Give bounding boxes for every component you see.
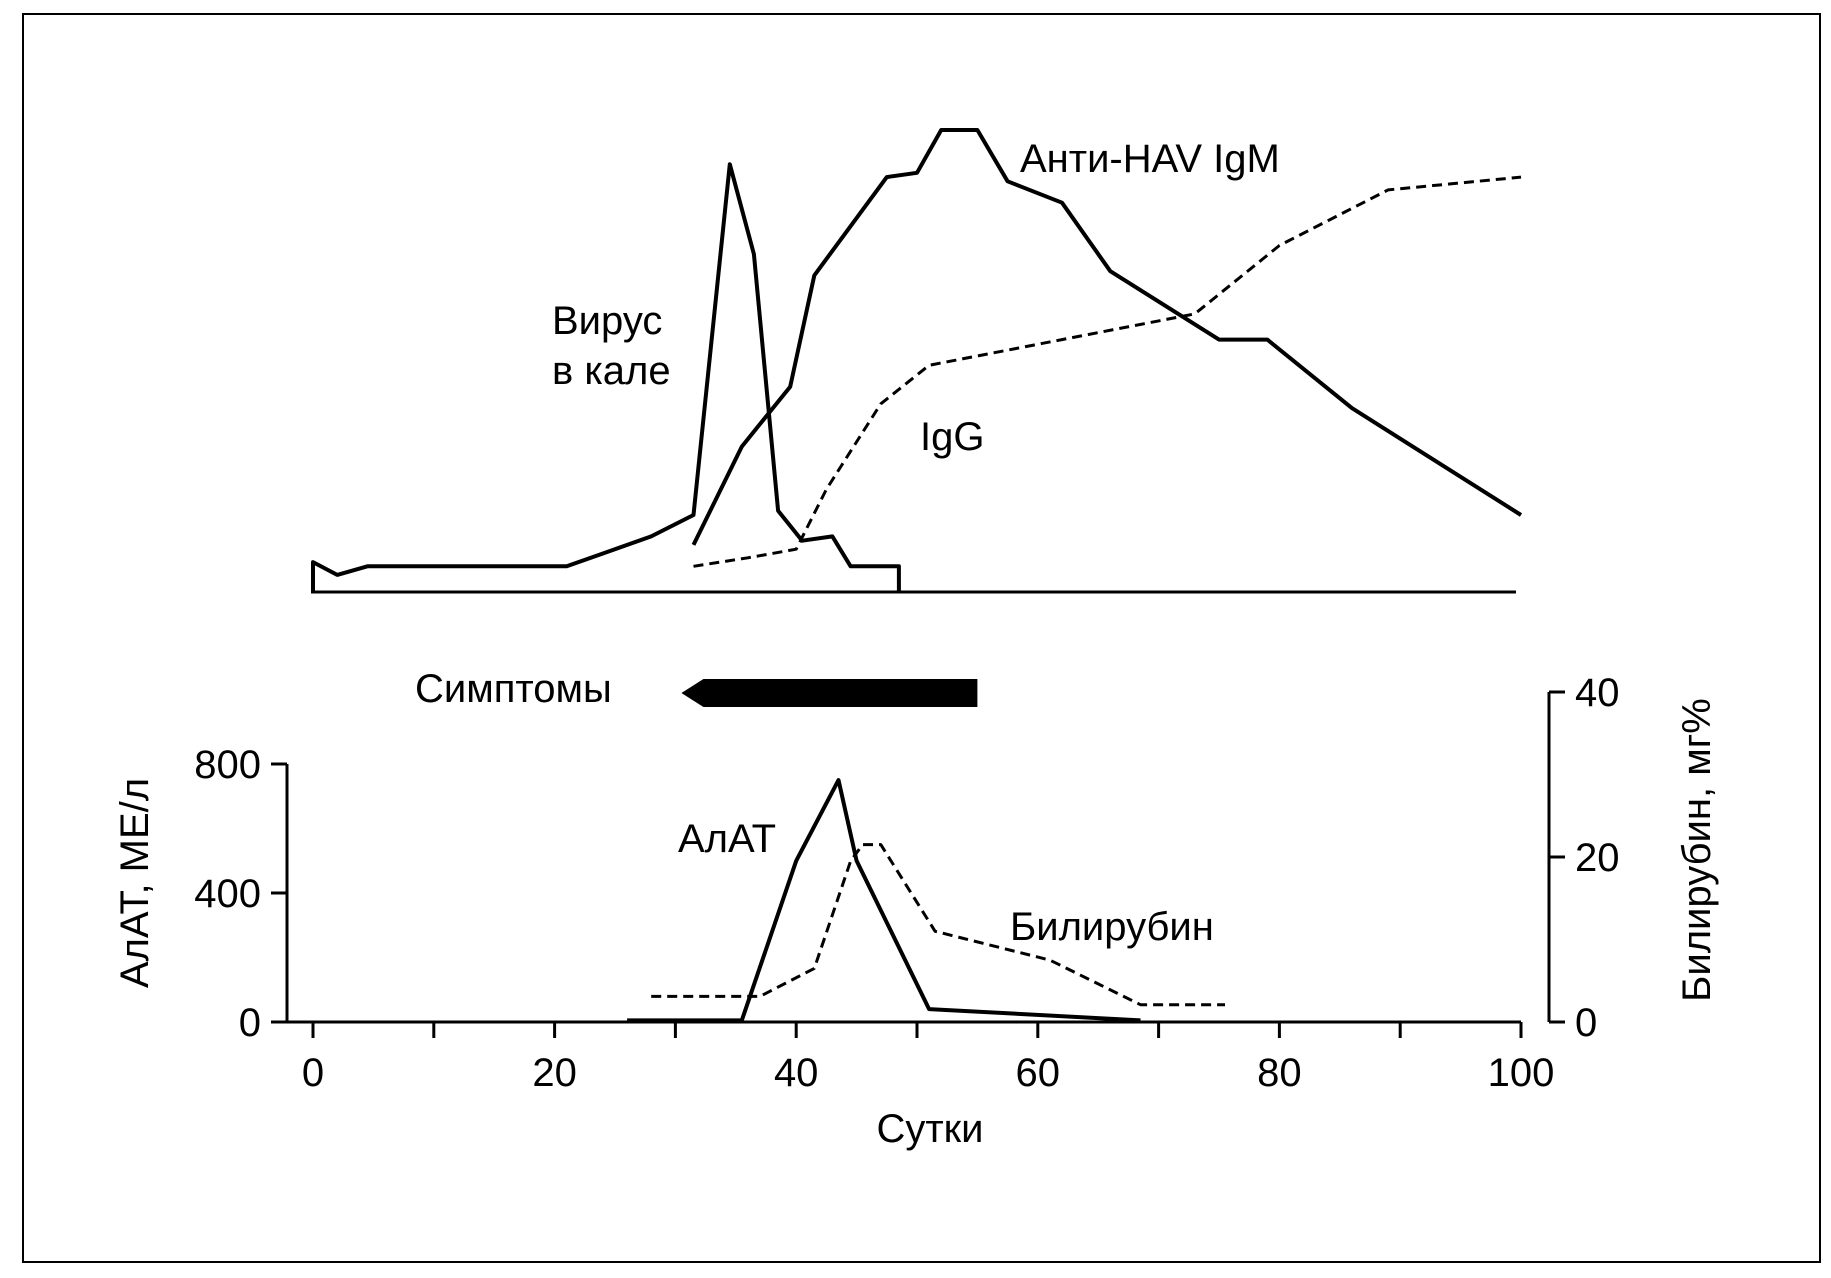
virus-label-line1: Вирус bbox=[552, 299, 662, 343]
figure-frame bbox=[22, 13, 1821, 1263]
x-tick-label: 60 bbox=[1016, 1051, 1061, 1095]
x-tick-label: 20 bbox=[532, 1051, 577, 1095]
alat-label: АлАТ bbox=[678, 817, 776, 861]
symptoms-label: Симптомы bbox=[415, 667, 612, 711]
virus-label-line2: в кале bbox=[552, 349, 671, 393]
left-axis-title: АлАТ, МЕ/л bbox=[113, 778, 157, 988]
x-tick-label: 100 bbox=[1488, 1051, 1555, 1095]
right-axis-title: Билирубин, мг% bbox=[1675, 698, 1719, 1002]
alat-line bbox=[627, 778, 1141, 1023]
x-tick-label: 40 bbox=[774, 1051, 819, 1095]
right-tick-label: 40 bbox=[1575, 671, 1620, 715]
x-axis-title: Сутки bbox=[876, 1107, 983, 1151]
right-tick-label: 0 bbox=[1575, 1001, 1597, 1045]
left-tick-label: 0 bbox=[239, 1001, 261, 1045]
anti-hav-igm-line bbox=[691, 128, 1523, 546]
symptoms-bar bbox=[681, 679, 978, 707]
x-tick-label: 80 bbox=[1257, 1051, 1302, 1095]
virus-in-feces-line bbox=[311, 162, 901, 592]
igm-label: Анти-HAV IgM bbox=[1020, 137, 1280, 181]
x-tick-label: 0 bbox=[302, 1051, 324, 1095]
right-tick-label: 20 bbox=[1575, 836, 1620, 880]
left-tick-label: 400 bbox=[194, 872, 261, 916]
left-tick-label: 800 bbox=[194, 743, 261, 787]
bilirubin-label: Билирубин bbox=[1010, 905, 1214, 949]
igg-line bbox=[693, 175, 1522, 568]
igg-label: IgG bbox=[920, 415, 984, 459]
bilirubin-line bbox=[651, 843, 1225, 1007]
